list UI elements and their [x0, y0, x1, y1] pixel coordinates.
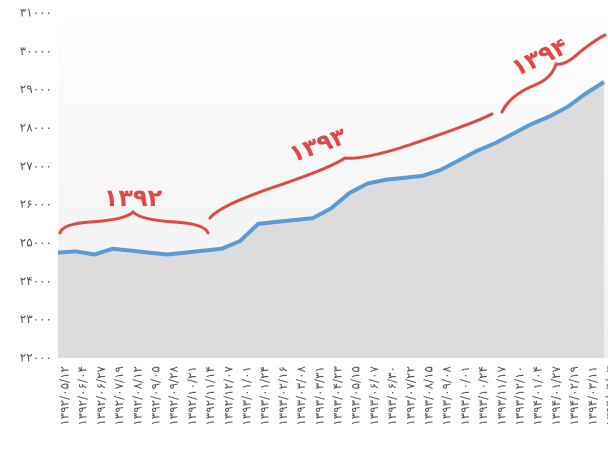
area-fill: [58, 82, 604, 358]
x-tick-label: ۱۳۹۲/۰۹/۲۸: [167, 365, 181, 425]
x-tick-label: ۱۳۹۳/۰۶/۰۷: [367, 365, 381, 425]
x-tick-label: ۱۳۹۳/۰۱/۲۴: [258, 366, 272, 426]
y-tick-label: ۲۷۰۰۰: [20, 159, 52, 173]
x-tick-label: ۱۳۹۴/۰۲/۱۹: [567, 366, 581, 426]
x-tick-label: ۱۳۹۳/۰۷/۲۲: [403, 366, 417, 426]
x-tick-label: ۱۳۹۴/۰۱/۰۴: [531, 366, 545, 426]
x-tick-label: ۱۳۹۲/۰۷/۱۹: [112, 366, 126, 426]
x-tick-label: ۱۳۹۳/۰۲/۱۶: [276, 366, 290, 426]
brace: [500, 33, 607, 114]
x-tick-label: ۱۳۹۲/۰۸/۱۲: [130, 366, 144, 426]
y-tick-label: ۲۵۰۰۰: [20, 236, 52, 250]
x-tick-label: ۱۳۹۳/۱۰/۰۱: [458, 366, 472, 426]
annotation: ۱۳۹۲: [104, 184, 163, 212]
x-tick-label: ۱۳۹۳/۰۳/۳۱: [312, 366, 326, 426]
x-tick-label: ۱۳۹۳/۰۹/۰۸: [440, 365, 454, 425]
x-tick-label: ۱۳۹۳/۰۸/۱۵: [422, 366, 436, 426]
x-tick-label: ۱۳۹۲/۰۹/۰۵: [149, 366, 163, 426]
y-tick-label: ۳۱۰۰۰: [20, 6, 52, 20]
x-tick-label: ۱۳۹۴/۰۱/۲۷: [549, 365, 563, 425]
x-tick-label: ۱۳۹۳/۰۳/۰۸: [294, 365, 308, 425]
x-tick-label: ۱۳۹۲/۰۶/۰۴: [76, 366, 90, 426]
y-tick-label: ۲۸۰۰۰: [20, 121, 52, 135]
x-tick-label: ۱۳۹۳/۰۶/۳۰: [385, 366, 399, 426]
x-tick-label: ۱۳۹۲/۰۵/۱۲: [58, 366, 72, 426]
brace: [58, 209, 210, 235]
y-tick-label: ۲۲۰۰۰: [20, 351, 52, 365]
x-tick-label: ۱۳۹۳/۰۴/۲۳: [331, 365, 345, 425]
x-tick-label: ۱۳۹۳/۱۱/۱۷: [494, 365, 508, 425]
x-tick-label: ۱۳۹۴/۰۴/۰۳: [604, 365, 608, 425]
y-tick-label: ۳۰۰۰۰: [20, 44, 52, 58]
y-tick-label: ۲۶۰۰۰: [20, 197, 52, 211]
x-tick-label: ۱۳۹۳/۰۱/۰۱: [240, 366, 254, 426]
y-tick-label: ۲۴۰۰۰: [20, 274, 52, 288]
x-tick-label: ۱۳۹۲/۱۲/۰۷: [221, 365, 235, 425]
brace: [208, 112, 494, 220]
y-tick-label: ۲۳۰۰۰: [20, 312, 52, 326]
line: [57, 80, 606, 257]
x-tick-label: ۱۳۹۴/۰۳/۱۱: [585, 366, 599, 426]
x-tick-label: ۱۳۹۲/۰۶/۲۷: [94, 365, 108, 425]
x-tick-label: ۱۳۹۲/۱۱/۱۴: [203, 366, 217, 426]
y-tick-label: ۲۹۰۰۰: [20, 82, 52, 96]
x-tick-label: ۱۳۹۲/۱۰/۲۱: [185, 366, 199, 426]
x-tick-label: ۱۳۹۳/۰۵/۱۵: [349, 366, 363, 426]
x-tick-label: ۱۳۹۳/۱۲/۱۰: [513, 366, 527, 426]
x-tick-label: ۱۳۹۳/۱۰/۲۴: [476, 366, 490, 426]
